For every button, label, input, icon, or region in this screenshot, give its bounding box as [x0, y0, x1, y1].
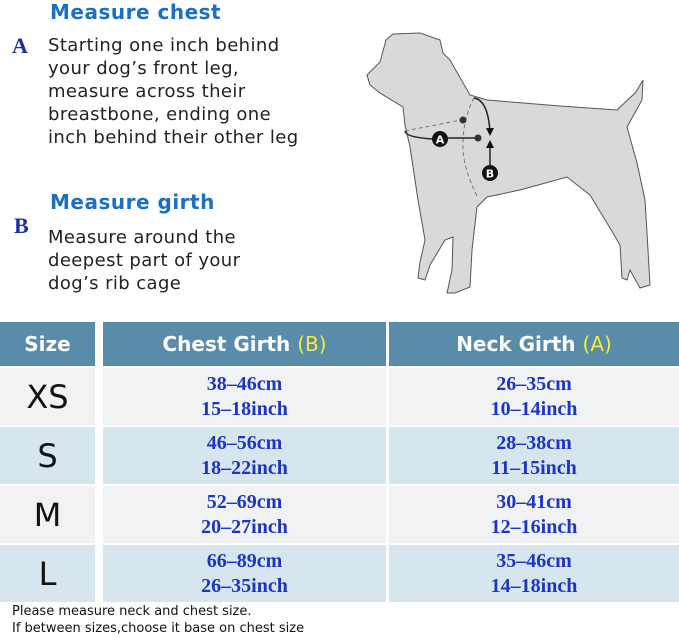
size-cell: M: [0, 486, 95, 545]
line: your dog’s front leg,: [48, 58, 240, 79]
chest-inch: 18–22inch: [201, 456, 288, 479]
header-chest: Chest Girth (B): [103, 322, 386, 368]
line: Measure around the: [48, 227, 236, 248]
chest-inch: 20–27inch: [201, 515, 288, 538]
chest-cell: 66–89cm 26–35inch: [103, 545, 386, 604]
line: breastbone, ending one: [48, 104, 272, 125]
neck-arc: [404, 130, 433, 140]
neck-inch: 14–18inch: [490, 574, 578, 597]
chest-cell: 38–46cm 15–18inch: [103, 368, 386, 427]
dog-diagram: A B: [366, 32, 651, 294]
table-header: Size Chest Girth (B) Neck Girth (A): [0, 322, 679, 368]
table-row: S 46–56cm 18–22inch 28–38cm 11–15inch: [0, 427, 679, 486]
letter-a: A: [12, 33, 28, 58]
arrow-down-icon: [486, 128, 494, 136]
size-chart-table: Size Chest Girth (B) Neck Girth (A) XS 3…: [0, 322, 679, 604]
dog-silhouette: [366, 32, 651, 294]
neck-cm: 30–41cm: [496, 490, 572, 513]
line: deepest part of your: [48, 250, 241, 271]
chest-cm: 66–89cm: [206, 549, 283, 572]
line: measure across their: [48, 81, 246, 102]
note-line: Please measure neck and chest size.: [12, 604, 252, 619]
neck-cell: 35–46cm 14–18inch: [389, 545, 679, 604]
header-chest-tag: (B): [297, 332, 327, 356]
label-b: B: [486, 168, 494, 181]
neck-cm: 26–35cm: [496, 372, 572, 395]
size-cell: S: [0, 427, 95, 486]
table-row: L 66–89cm 26–35inch 35–46cm 14–18inch: [0, 545, 679, 604]
neck-inch: 12–16inch: [490, 515, 578, 538]
neck-cm: 35–46cm: [496, 549, 572, 572]
chest-cm: 38–46cm: [206, 372, 283, 395]
size-cell: XS: [0, 368, 95, 427]
header-neck-tag: (A): [582, 332, 612, 356]
line: dog’s rib cage: [48, 273, 182, 294]
chest-cm: 46–56cm: [206, 431, 283, 454]
line: Starting one inch behind: [48, 35, 280, 56]
neck-inch: 11–15inch: [491, 456, 577, 479]
label-a: A: [436, 134, 445, 147]
notes: Please measure neck and chest size. If b…: [12, 603, 304, 637]
note-line: If between sizes,choose it base on chest…: [12, 621, 305, 636]
neck-cell: 26–35cm 10–14inch: [389, 368, 679, 427]
measure-chest-heading: Measure chest: [50, 0, 222, 24]
size-cell: L: [0, 545, 95, 604]
chest-cell: 52–69cm 20–27inch: [103, 486, 386, 545]
letter-b: B: [14, 213, 29, 238]
chest-cell: 46–56cm 18–22inch: [103, 427, 386, 486]
chest-inch: 26–35inch: [201, 574, 288, 597]
neck-cm: 28–38cm: [496, 431, 572, 454]
neck-cell: 28–38cm 11–15inch: [389, 427, 679, 486]
header-chest-label: Chest Girth: [162, 332, 298, 356]
girth-arc: [473, 97, 491, 133]
neck-line: [404, 119, 462, 132]
chest-dashed: [462, 97, 479, 199]
header-neck-label: Neck Girth: [456, 332, 583, 356]
measure-girth-heading: Measure girth: [50, 190, 215, 214]
table-row: M 52–69cm 20–27inch 30–41cm 12–16inch: [0, 486, 679, 545]
neck-cell: 30–41cm 12–16inch: [389, 486, 679, 545]
table-row: XS 38–46cm 15–18inch 26–35cm 10–14inch: [0, 368, 679, 427]
arrow-up-icon: [486, 140, 494, 148]
girth-instructions: Measure around the deepest part of your …: [48, 226, 240, 295]
chest-instructions: Starting one inch behind your dog’s fron…: [48, 34, 299, 149]
line: inch behind their other leg: [48, 127, 299, 148]
header-neck: Neck Girth (A): [389, 322, 679, 368]
header-size: Size: [0, 322, 95, 368]
chest-cm: 52–69cm: [206, 490, 283, 513]
neck-inch: 10–14inch: [490, 397, 578, 420]
chest-inch: 15–18inch: [201, 397, 288, 420]
